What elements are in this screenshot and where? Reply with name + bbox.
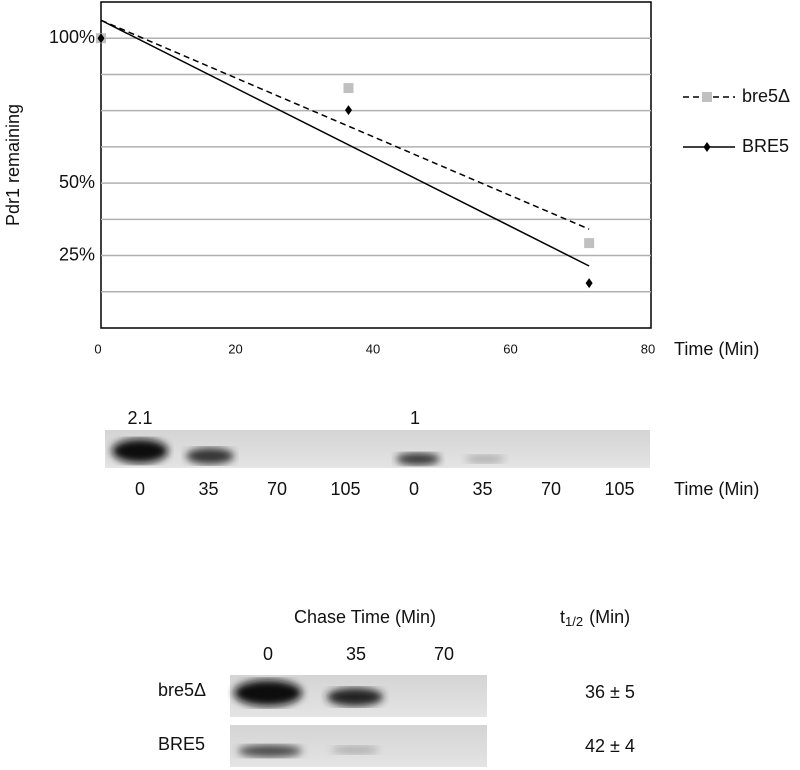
plot-frame: [100, 1, 652, 329]
row-label: bre5Δ: [158, 680, 206, 700]
lane-label: 0: [263, 644, 273, 664]
lane-label: 35: [346, 644, 366, 664]
trend-line: [100, 19, 590, 267]
x-tick-label: 40: [366, 341, 380, 356]
band: [396, 453, 440, 465]
lane-label: 0: [409, 479, 419, 499]
row-label: BRE5: [158, 734, 205, 754]
band: [331, 746, 379, 754]
y-tick-label: 50%: [59, 172, 95, 192]
y-tick-label: 100%: [49, 27, 95, 47]
x-tick-label: 80: [641, 341, 655, 356]
blot-title: Chase Time (Min): [294, 607, 436, 627]
x-tick-label: 0: [94, 341, 101, 356]
lane-label: 105: [604, 479, 634, 499]
band: [112, 439, 168, 463]
lane-label: 0: [135, 479, 145, 499]
plot: 25% 50% 100% 0 20 40 60 80 bre5Δ BRE5: [49, 1, 790, 356]
lane-label: 70: [541, 479, 561, 499]
blot-axis-label: Time (Min): [674, 479, 759, 499]
blot-image: [105, 430, 650, 468]
x-axis-label: Time (Min): [674, 339, 759, 359]
lane-label: 70: [267, 479, 287, 499]
band: [234, 680, 302, 706]
half-life-header: t1/2 (Min): [560, 607, 630, 630]
trend-line: [100, 19, 590, 230]
legend-label: bre5Δ: [742, 86, 790, 106]
half-life: 42 ± 4: [585, 736, 635, 756]
band: [327, 688, 383, 706]
legend-label: BRE5: [742, 136, 789, 156]
lane-label: 35: [472, 479, 492, 499]
band: [238, 745, 302, 757]
blot-label: 2.1: [127, 408, 152, 428]
lane-label: 105: [330, 479, 360, 499]
legend-marker: [702, 92, 712, 102]
y-tick-label: 25%: [59, 244, 95, 264]
point: [97, 33, 105, 44]
blot-label: 1: [410, 408, 420, 428]
x-tick-label: 20: [228, 341, 242, 356]
band: [186, 448, 234, 464]
legend-marker: [703, 142, 711, 152]
x-tick-label: 60: [503, 341, 517, 356]
point: [585, 278, 593, 289]
band: [465, 455, 505, 463]
lane-label: 35: [198, 479, 218, 499]
lane-label: 70: [434, 644, 454, 664]
point: [345, 105, 352, 116]
y-axis-label: Pdr1 remaining: [3, 104, 23, 226]
point: [343, 83, 354, 94]
point: [584, 238, 595, 249]
half-life: 36 ± 5: [585, 682, 635, 702]
